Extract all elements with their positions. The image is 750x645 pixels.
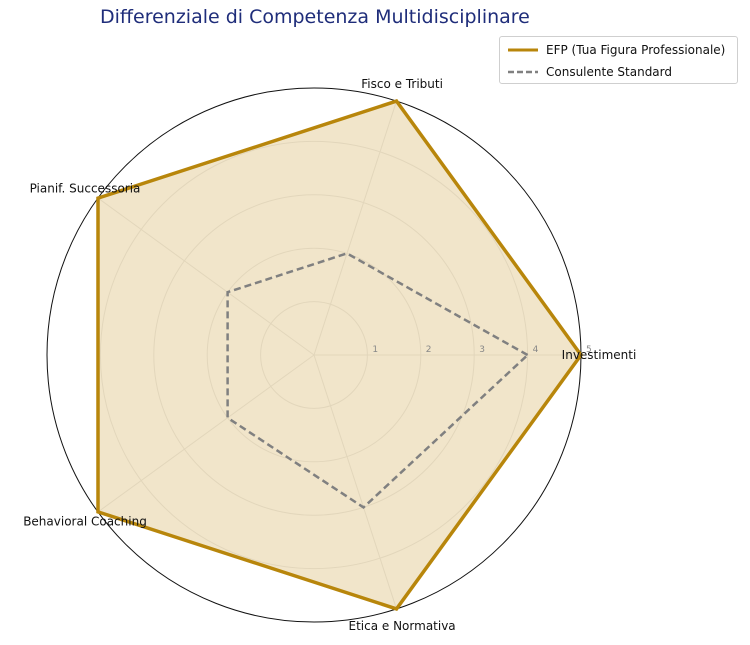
category-label-4: Etica e Normativa xyxy=(349,619,456,633)
tick-label-1: 1 xyxy=(372,345,378,355)
legend-item-efp: EFP (Tua Figura Professionale) xyxy=(508,41,725,59)
series-polygon-0 xyxy=(96,99,584,611)
category-label-0: Investimenti xyxy=(562,348,637,362)
legend: EFP (Tua Figura Professionale) Consulent… xyxy=(499,36,738,84)
legend-label-standard: Consulente Standard xyxy=(546,65,672,79)
tick-label-4: 4 xyxy=(533,345,539,355)
legend-label-efp: EFP (Tua Figura Professionale) xyxy=(546,43,726,57)
legend-swatch-standard xyxy=(508,70,538,74)
category-label-2: Pianif. Successoria xyxy=(30,182,141,196)
tick-label-5: 5 xyxy=(586,345,592,355)
chart-title: Differenziale di Competenza Multidiscipl… xyxy=(100,6,530,28)
tick-label-3: 3 xyxy=(479,345,485,355)
category-label-3: Behavioral Coaching xyxy=(23,514,147,528)
radar-series xyxy=(96,99,584,611)
legend-item-standard: Consulente Standard xyxy=(508,63,672,81)
category-label-1: Fisco e Tributi xyxy=(361,77,443,91)
legend-swatch-efp xyxy=(508,48,538,52)
tick-label-2: 2 xyxy=(426,345,432,355)
